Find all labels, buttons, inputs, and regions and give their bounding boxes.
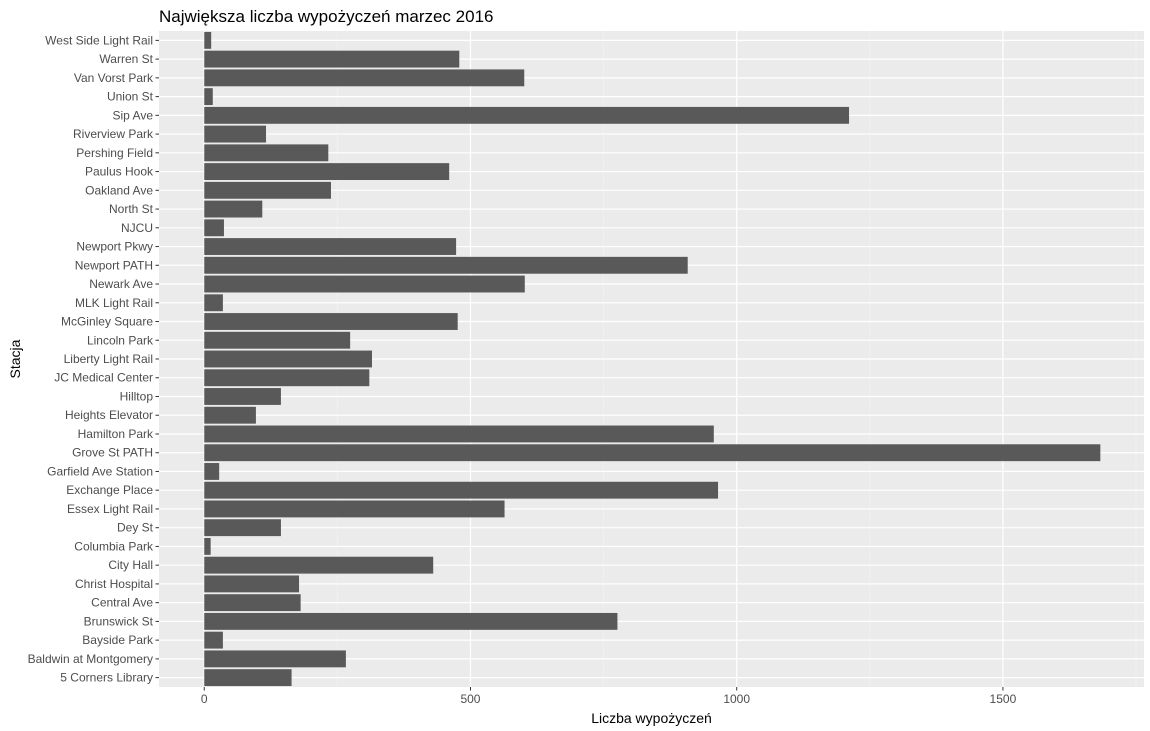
y-tick-label: Exchange Place [66,483,153,497]
bar [204,88,213,106]
y-tick-label: McGinley Square [61,315,153,329]
bar [204,425,714,443]
y-tick-label: Liberty Light Rail [64,352,153,366]
bar [204,256,688,274]
y-tick-label: Riverview Park [73,127,154,141]
bar [204,106,850,124]
bar [204,125,267,143]
y-tick-label: Dey St [117,521,154,535]
bar [204,594,301,612]
bar [204,313,458,330]
bar [204,275,525,293]
bar [204,481,719,499]
bar [204,388,281,405]
x-axis-title: Liczba wypożyczeń [591,710,712,726]
x-tick-label: 0 [201,692,208,706]
y-tick-label: Warren St [99,52,153,66]
bar [204,444,1101,462]
y-tick-label: JC Medical Center [54,371,153,385]
y-tick-label: Sip Ave [113,108,154,122]
bar [204,181,331,199]
y-tick-label: Essex Light Rail [67,502,153,516]
bar [204,650,346,668]
y-tick-label: MLK Light Rail [75,296,153,310]
bar [204,575,300,593]
bar [204,31,212,49]
chart-title: Największa liczba wypożyczeń marzec 2016 [159,7,493,26]
bar [204,163,450,181]
bar [204,406,256,424]
y-tick-label: West Side Light Rail [45,33,153,47]
y-tick-label: 5 Corners Library [60,671,153,685]
grid-lines [159,31,1144,687]
bar [204,556,434,574]
y-tick-label: Paulus Hook [85,165,154,179]
bar [204,350,372,368]
y-tick-label: Newport Pkwy [76,240,153,254]
bar [204,519,281,537]
y-tick-label: North St [109,202,154,216]
bar [204,50,460,68]
y-tick-label: Columbia Park [74,539,154,553]
x-tick-label: 500 [460,692,480,706]
y-tick-label: Bayside Park [82,633,154,647]
y-tick-label: Central Ave [91,596,153,610]
bar [204,631,223,649]
y-tick-label: Hamilton Park [78,427,154,441]
y-axis-title: Stacja [7,339,23,378]
bar [204,144,329,162]
bar [204,537,211,555]
bar [204,69,525,87]
bar [204,219,224,237]
y-tick-label: Brunswick St [84,614,154,628]
y-tick-label: Lincoln Park [87,333,154,347]
x-tick-label: 1000 [723,692,750,706]
x-tick-label: 1500 [990,692,1017,706]
bar [204,612,618,630]
y-axis-ticks: West Side Light Rail Warren St Van Vorst P… [28,33,159,685]
bar [204,369,370,387]
y-tick-label: Union St [107,90,154,104]
y-tick-label: Newark Ave [89,277,153,291]
y-tick-label: Christ Hospital [75,577,153,591]
y-tick-label: Grove St PATH [72,446,153,460]
y-tick-label: City Hall [108,558,153,572]
bar [204,331,351,349]
y-tick-label: Baldwin at Montgomery [28,652,153,666]
bars [204,31,1101,687]
y-tick-label: Van Vorst Park [74,71,154,85]
y-tick-label: NJCU [121,221,153,235]
y-tick-label: Pershing Field [76,146,153,160]
y-tick-label: Oakland Ave [85,183,153,197]
bar [204,238,457,255]
bar [204,463,220,480]
y-tick-label: Hilltop [120,389,154,403]
bar [204,200,263,218]
y-tick-label: Newport PATH [75,258,153,272]
bar [204,294,223,312]
bar [204,500,505,518]
bar [204,669,292,687]
y-tick-label: Heights Elevator [65,408,153,422]
y-tick-label: Garfield Ave Station [47,464,153,478]
x-axis-ticks: 0 500 1000 1500 [201,687,1017,706]
